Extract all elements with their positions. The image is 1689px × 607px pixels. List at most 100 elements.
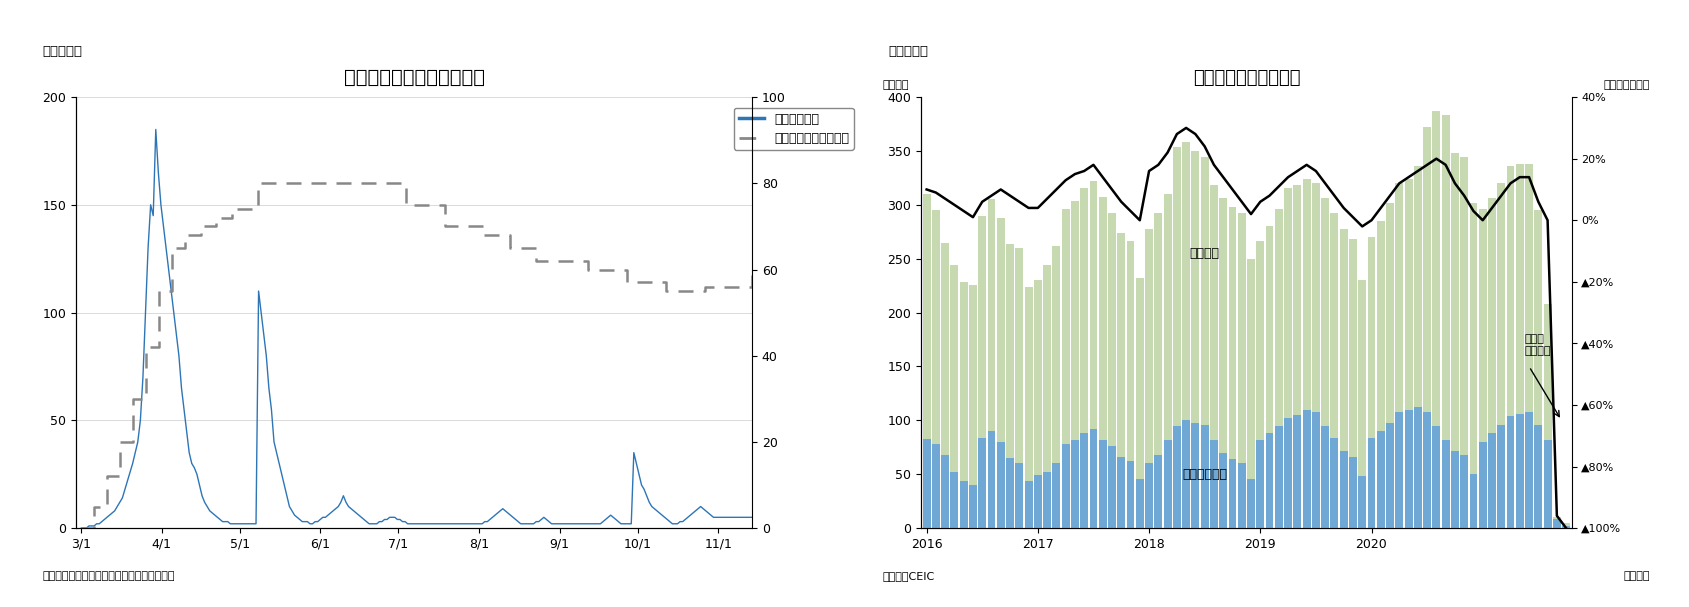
Bar: [1127, 242, 1133, 528]
Bar: [1432, 111, 1439, 528]
Bar: [1079, 433, 1088, 528]
Bar: [1154, 214, 1162, 528]
Bar: [1496, 183, 1505, 528]
Bar: [1052, 464, 1059, 528]
Bar: [1404, 179, 1412, 528]
Bar: [1071, 200, 1078, 528]
Bar: [1005, 243, 1013, 528]
Bar: [1496, 425, 1505, 528]
Bar: [1321, 426, 1328, 528]
Bar: [1523, 412, 1532, 528]
Bar: [1377, 431, 1383, 528]
Bar: [1255, 439, 1263, 528]
Bar: [1469, 203, 1476, 528]
Bar: [1154, 455, 1162, 528]
Bar: [986, 200, 995, 528]
Bar: [1292, 415, 1301, 528]
Bar: [1348, 239, 1356, 528]
Bar: [959, 282, 968, 528]
Bar: [1561, 526, 1569, 528]
Bar: [1478, 209, 1486, 528]
Bar: [1377, 221, 1383, 528]
Bar: [1089, 429, 1096, 528]
Bar: [931, 210, 939, 528]
Text: 伸び率
（右軸）: 伸び率 （右軸）: [1523, 334, 1551, 356]
Bar: [1542, 439, 1551, 528]
Bar: [1089, 181, 1096, 528]
Bar: [1079, 188, 1088, 528]
Bar: [1127, 461, 1133, 528]
Bar: [1042, 265, 1051, 528]
Bar: [949, 265, 958, 528]
Bar: [1395, 412, 1402, 528]
Bar: [1422, 127, 1431, 528]
Text: （万人）: （万人）: [882, 80, 909, 90]
Bar: [1108, 446, 1115, 528]
Bar: [1329, 214, 1338, 528]
Bar: [997, 442, 1003, 528]
Text: （うち中国）: （うち中国）: [1182, 468, 1226, 481]
Bar: [941, 455, 949, 528]
Bar: [1246, 478, 1255, 528]
Bar: [931, 444, 939, 528]
Bar: [1302, 179, 1309, 528]
Bar: [1246, 259, 1255, 528]
Bar: [1024, 287, 1032, 528]
Bar: [1552, 517, 1561, 528]
Bar: [1451, 450, 1458, 528]
Bar: [1284, 188, 1292, 528]
Bar: [1034, 280, 1040, 528]
Bar: [1098, 197, 1106, 528]
Bar: [1469, 474, 1476, 528]
Bar: [959, 481, 968, 528]
Bar: [1209, 186, 1218, 528]
Bar: [1172, 426, 1181, 528]
Bar: [1015, 464, 1022, 528]
Bar: [1414, 166, 1420, 528]
Bar: [1098, 439, 1106, 528]
Bar: [1228, 459, 1236, 528]
Bar: [1218, 198, 1226, 528]
Bar: [1199, 157, 1208, 528]
Bar: [1255, 242, 1263, 528]
Bar: [1061, 209, 1069, 528]
Bar: [1005, 458, 1013, 528]
Bar: [1236, 214, 1245, 528]
Bar: [986, 431, 995, 528]
Bar: [1228, 207, 1236, 528]
Title: タイの外国人観光客数: タイの外国人観光客数: [1192, 69, 1299, 87]
Bar: [1422, 412, 1431, 528]
Bar: [1366, 237, 1375, 528]
Bar: [1311, 412, 1319, 528]
Bar: [922, 439, 931, 528]
Bar: [1042, 472, 1051, 528]
Text: （前年同月比）: （前年同月比）: [1603, 80, 1648, 90]
Bar: [1145, 229, 1152, 528]
Bar: [1441, 115, 1449, 528]
Bar: [1523, 164, 1532, 528]
Bar: [1385, 422, 1393, 528]
Text: （資料）CEIC: （資料）CEIC: [882, 571, 934, 581]
Bar: [941, 243, 949, 528]
Bar: [1459, 157, 1468, 528]
Bar: [1515, 164, 1523, 528]
Bar: [1108, 214, 1115, 528]
Bar: [1052, 246, 1059, 528]
Text: （月次）: （月次）: [1623, 571, 1648, 581]
Bar: [1515, 414, 1523, 528]
Bar: [1191, 151, 1199, 528]
Bar: [1451, 153, 1458, 528]
Bar: [1265, 226, 1274, 528]
Bar: [1478, 442, 1486, 528]
Bar: [1172, 147, 1181, 528]
Bar: [1552, 520, 1561, 528]
Bar: [1366, 438, 1375, 528]
Bar: [1218, 453, 1226, 528]
Bar: [1182, 143, 1189, 528]
Bar: [1164, 439, 1170, 528]
Bar: [1274, 426, 1282, 528]
Bar: [1135, 478, 1143, 528]
Bar: [1358, 280, 1365, 528]
Bar: [1061, 444, 1069, 528]
Bar: [1432, 426, 1439, 528]
